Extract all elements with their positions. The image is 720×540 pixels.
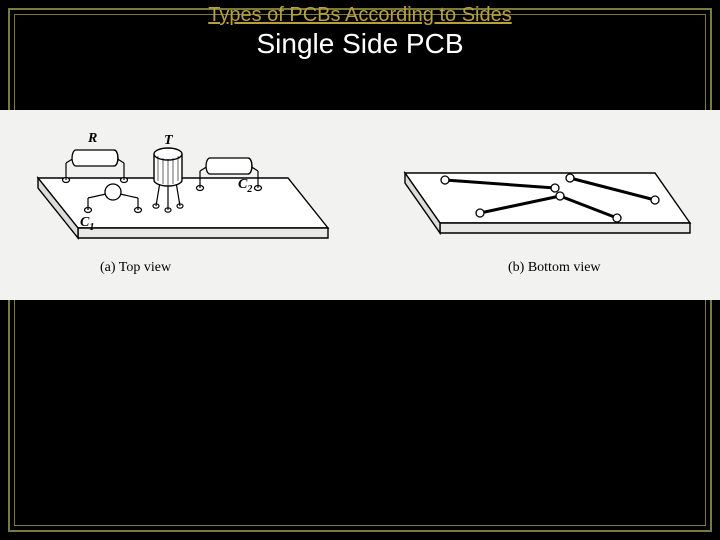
caption-top-view: (a) Top view — [100, 260, 171, 276]
component-resistor: R — [63, 131, 128, 183]
slide-title: Single Side PCB — [0, 28, 720, 60]
diagram-area: R C2 C1 — [0, 110, 720, 300]
caption-bottom-view: (b) Bottom view — [508, 260, 601, 276]
figure-bottom-view — [385, 118, 705, 253]
board-front-edge — [440, 223, 690, 233]
svg-text:R: R — [87, 131, 97, 146]
figure-top-view: R C2 C1 — [18, 118, 348, 253]
slide-subtitle: Types of PCBs According to Sides — [0, 4, 720, 27]
board-front-edge — [78, 228, 328, 238]
component-transistor: T — [153, 133, 183, 212]
svg-text:T: T — [164, 133, 174, 148]
